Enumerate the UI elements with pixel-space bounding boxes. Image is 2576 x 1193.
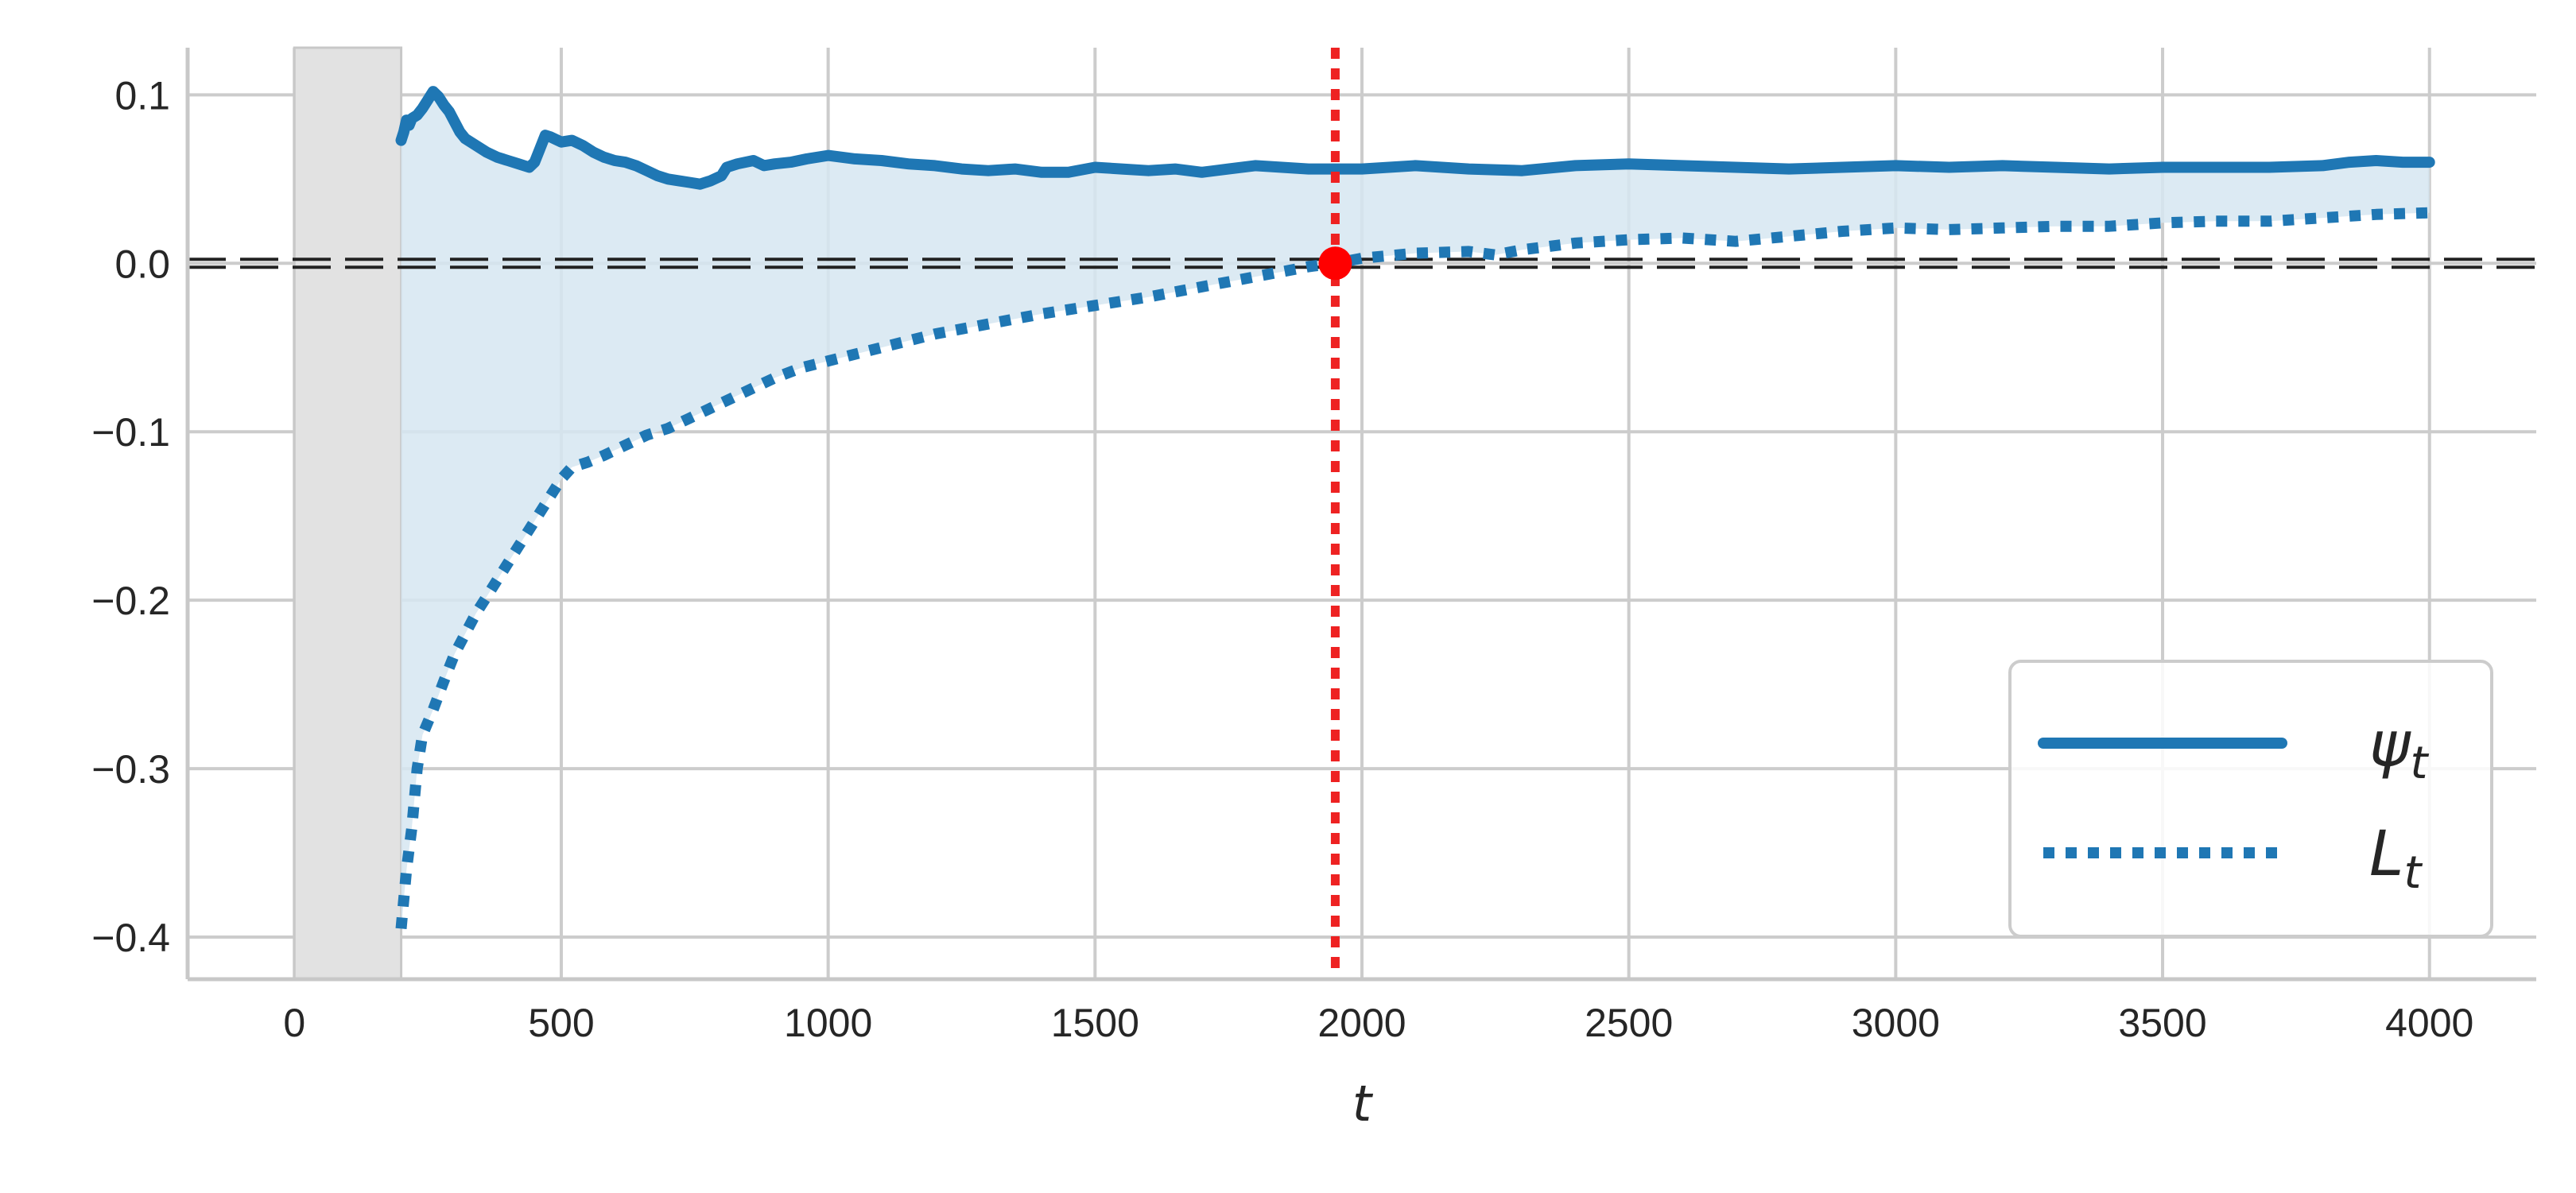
series-lines (395, 86, 2435, 930)
y-tick-label: −0.1 (91, 410, 170, 455)
psi-series-line (395, 86, 2435, 190)
zero-line (188, 258, 2536, 269)
x-tick-label: 1500 (1051, 1001, 1139, 1045)
y-tick-label: 0.0 (114, 242, 170, 286)
legend-label-main: L (2369, 819, 2403, 890)
legend-label-subscript: t (2403, 847, 2423, 899)
y-tick-label: −0.3 (91, 747, 170, 792)
crossing-marker (1318, 246, 1352, 281)
y-tick-label: 0.1 (114, 73, 170, 118)
x-tick-label: 2500 (1585, 1001, 1673, 1045)
x-tick-label: 1000 (784, 1001, 872, 1045)
x-tick-label: 3000 (1852, 1001, 1940, 1045)
y-tick-label: −0.4 (91, 916, 170, 960)
crossing-point-marker (1318, 246, 1352, 281)
band-fill (401, 91, 2430, 929)
y-tick-label: −0.2 (91, 579, 170, 623)
legend-label-subscript: t (2410, 738, 2429, 789)
axes (185, 48, 2536, 982)
burn-in-region (293, 46, 403, 981)
lower-bound-series-line (395, 207, 2430, 930)
legend-box (2008, 660, 2493, 938)
legend-label-main: ψ (2369, 709, 2411, 780)
x-tick-label: 4000 (2385, 1001, 2473, 1045)
x-tick-label: 500 (528, 1001, 594, 1045)
x-axis-label: t (1352, 1075, 1374, 1133)
tick-labels: 0 500 1000 1500 2000 2500 3000 3500 4000 −0.4 −0.3… (91, 73, 2473, 1045)
legend-psi-label: ψt (2369, 709, 2429, 789)
confidence-band (401, 91, 2430, 929)
burn-in-rect (293, 46, 403, 981)
x-tick-label: 0 (283, 1001, 305, 1045)
x-tick-label: 3500 (2118, 1001, 2206, 1045)
legend-lower-bound-label: Lt (2369, 819, 2423, 899)
x-tick-label: 2000 (1317, 1001, 1406, 1045)
